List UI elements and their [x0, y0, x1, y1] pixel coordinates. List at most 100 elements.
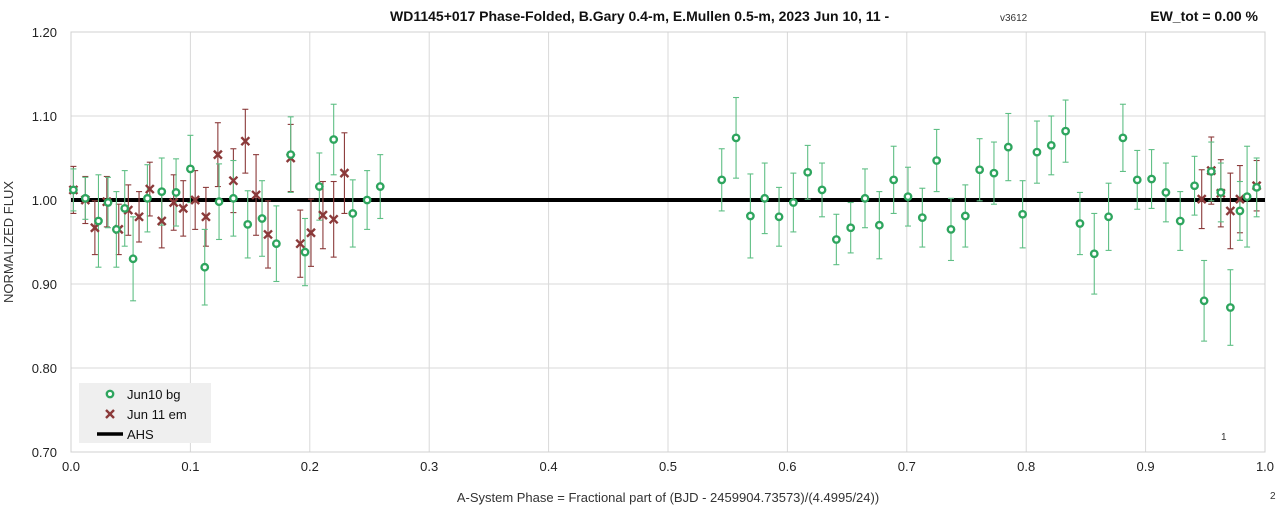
jun11-point	[178, 203, 189, 214]
plot-area-border	[70, 31, 1266, 453]
jun11-point	[134, 211, 144, 222]
jun11-point-stroke	[228, 175, 239, 186]
jun10-point	[889, 175, 899, 185]
jun10-point	[1018, 209, 1028, 219]
jun11-point-stroke	[201, 211, 211, 222]
point-layer	[68, 126, 1262, 312]
jun10-point	[1132, 175, 1142, 185]
jun11-point-stroke	[318, 210, 328, 220]
y-tick-label: 0.80	[32, 361, 57, 376]
jun10-point	[717, 175, 727, 185]
chart-title: WD1145+017 Phase-Folded, B.Gary 0.4-m, E…	[390, 8, 889, 24]
jun11-point	[156, 216, 167, 226]
jun11-point-stroke	[168, 197, 179, 208]
legend-marker-jun10	[105, 389, 115, 399]
jun11-point	[190, 195, 201, 205]
jun10-point	[1216, 188, 1226, 197]
legend-label-jun10: Jun10 bg	[127, 387, 181, 402]
x-tick-label: 0.2	[301, 459, 319, 474]
y-tick-label: 1.10	[32, 109, 57, 124]
x-tick-label: 0.3	[420, 459, 438, 474]
jun10-point	[989, 168, 999, 178]
x-tick-label: 0.0	[62, 459, 80, 474]
jun11-point-stroke	[295, 238, 306, 249]
jun10-point	[745, 211, 755, 221]
jun11-point	[168, 197, 179, 208]
jun11-point	[263, 229, 273, 240]
jun10-point	[760, 193, 770, 203]
jun10-point	[860, 193, 870, 203]
jun10-point	[1147, 174, 1156, 184]
jun10-point	[243, 219, 253, 229]
jun11-point	[318, 210, 328, 220]
jun10-point	[1003, 142, 1013, 152]
jun10-point	[1089, 249, 1099, 259]
jun10-point	[80, 193, 90, 203]
jun10-point	[1206, 167, 1216, 176]
jun10-point	[314, 182, 324, 191]
jun10-point	[1075, 219, 1085, 228]
jun10-point	[917, 213, 927, 223]
jun10-point	[1061, 126, 1071, 136]
jun11-point-stroke	[156, 216, 167, 226]
jun10-point	[120, 203, 130, 213]
jun11-point-stroke	[1225, 206, 1236, 216]
legend-label-ahs: AHS	[127, 427, 154, 442]
legend-label-jun11: Jun 11 em	[127, 407, 187, 422]
x-tick-label: 0.1	[181, 459, 199, 474]
y-tick-labels: 0.70 0.80 0.90 1.00 1.10 1.20	[32, 25, 57, 460]
y-axis-label: NORMALIZED FLUX	[1, 181, 16, 303]
x-tick-label: 0.6	[778, 459, 796, 474]
jun10-point	[975, 165, 985, 175]
jun11-point	[1235, 194, 1245, 205]
x-tick-labels: 0.0 0.1 0.2 0.3 0.4 0.5 0.6 0.7 0.8 0.9 1.0	[62, 459, 1274, 474]
jun10-point	[286, 150, 296, 160]
jun10-point	[960, 211, 970, 221]
y-tick-label: 1.20	[32, 25, 57, 40]
grid	[70, 31, 1266, 453]
ew-label: EW_tot = 0.00 %	[1150, 8, 1258, 24]
x-axis-label: A-System Phase = Fractional part of (BJD…	[457, 490, 879, 505]
annotation-1: 1	[1221, 432, 1227, 443]
jun10-point	[68, 185, 78, 195]
jun10-point	[1242, 192, 1252, 202]
chart-title-suffix: v3612	[1000, 13, 1028, 24]
annotation-2: 2	[1270, 491, 1276, 502]
jun11-point-stroke	[339, 168, 350, 178]
jun10-point	[1118, 133, 1128, 143]
jun10-point	[1235, 206, 1245, 216]
jun10-point	[200, 262, 210, 272]
jun10-point	[1199, 296, 1209, 306]
jun11-point	[306, 227, 316, 238]
jun10-point	[214, 197, 224, 207]
jun10-point	[817, 185, 827, 195]
jun10-point	[1175, 216, 1185, 226]
jun10-point	[362, 195, 372, 205]
jun11-point	[1196, 194, 1207, 205]
jun10-point	[257, 214, 267, 223]
jun11-point-stroke	[306, 227, 316, 238]
jun10-point	[1046, 140, 1056, 150]
x-tick-label: 0.7	[898, 459, 916, 474]
jun10-point	[903, 192, 913, 202]
jun10-point	[1032, 147, 1042, 157]
y-tick-label: 1.00	[32, 193, 57, 208]
jun11-point	[144, 184, 155, 194]
jun10-point	[774, 212, 784, 222]
jun11-point-stroke	[213, 149, 223, 160]
jun10-point	[1190, 181, 1199, 191]
jun10-point	[803, 167, 813, 177]
jun11-point-stroke	[1196, 194, 1207, 205]
jun10-point	[846, 223, 856, 233]
jun10-point	[185, 164, 195, 174]
jun10-point	[157, 187, 167, 197]
jun10-point	[831, 235, 841, 244]
jun11-point	[295, 238, 306, 249]
jun11-point-stroke	[251, 190, 261, 200]
jun10-point	[94, 216, 103, 226]
jun10-point	[946, 224, 956, 234]
legend-marker-jun11	[105, 409, 115, 419]
jun11-point-stroke	[144, 184, 155, 194]
jun11-point	[228, 175, 239, 186]
